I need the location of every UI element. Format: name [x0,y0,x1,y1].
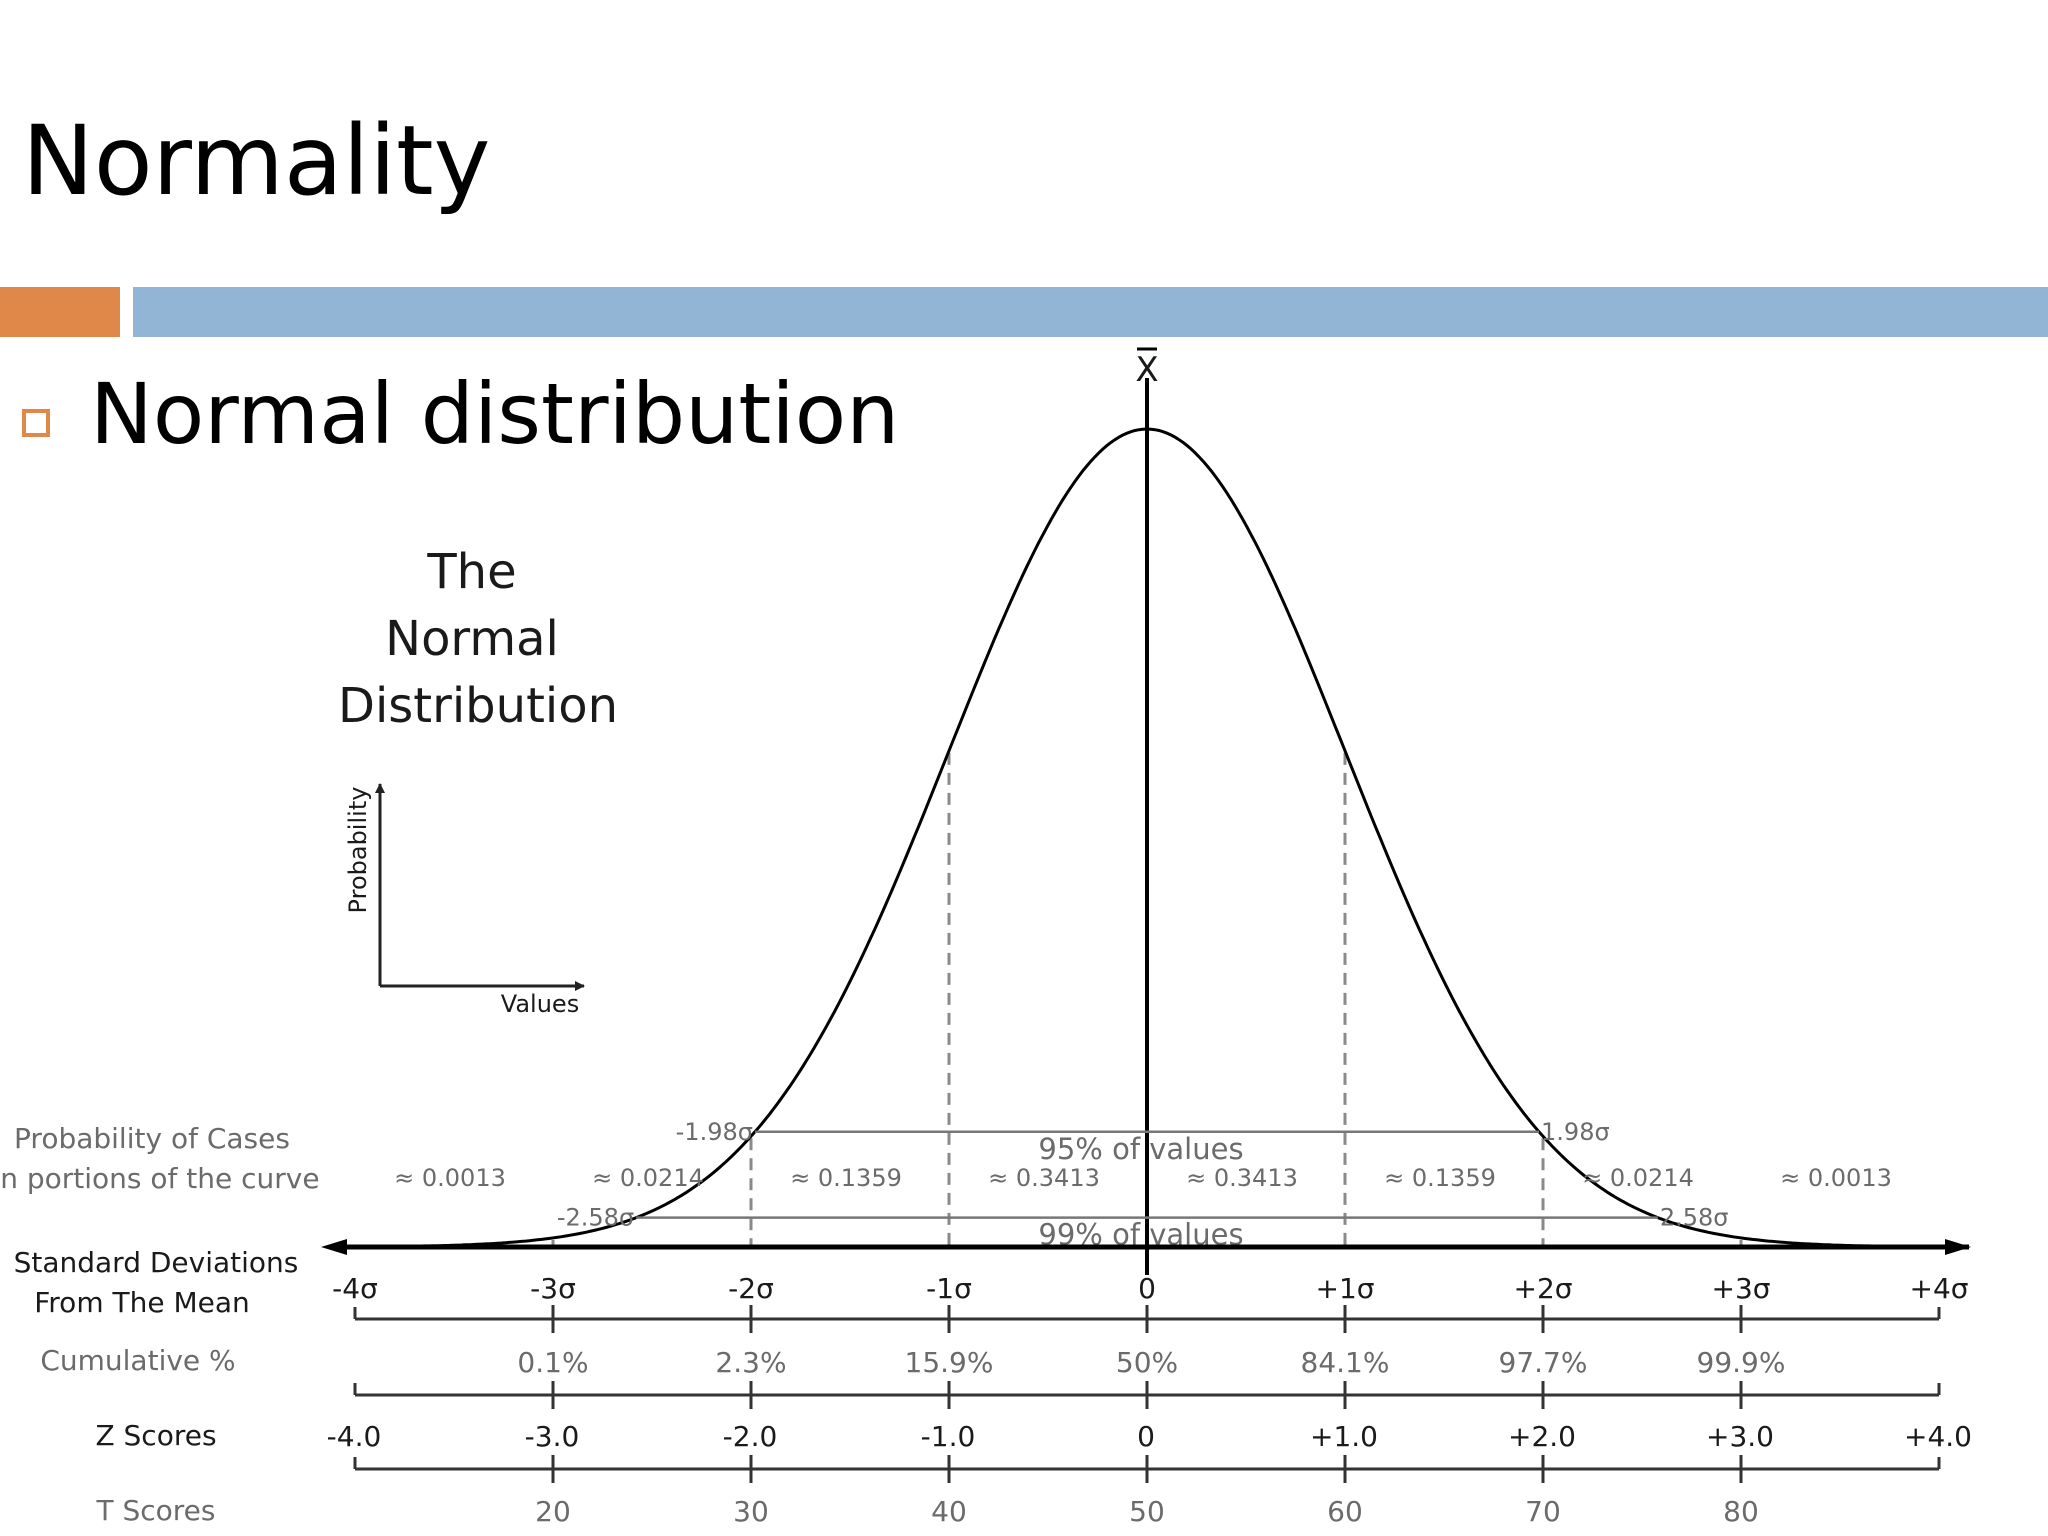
z-score-label: -3.0 [525,1420,580,1453]
figure-title-line-1: The [426,544,516,600]
cumulative-label: 15.9% [905,1346,994,1379]
z-score-label: -2.0 [723,1420,778,1453]
probability-label: ≈ 0.0013 [394,1164,506,1192]
z-score-label: +2.0 [1508,1420,1576,1453]
z-score-label: 0 [1137,1420,1155,1453]
row-label-std-2: From The Mean [34,1286,250,1319]
range-95-left-label: -1.98σ [676,1118,753,1146]
inset-y-label: Probability [344,787,372,914]
value-labels: ≈ 0.0013 ≈ 0.0214 ≈ 0.1359 ≈ 0.3413 ≈ 0.3413… [327,1164,1972,1528]
t-score-label: 60 [1327,1495,1363,1528]
probability-label: ≈ 0.0214 [1582,1164,1694,1192]
cumulative-label: 0.1% [517,1346,588,1379]
cumulative-label: 2.3% [715,1346,786,1379]
range-95-right-label: 1.98σ [1541,1118,1610,1146]
figure-title-line-2: Normal [385,611,559,667]
std-dev-axis-left-arrow [321,1239,347,1255]
scale-rows [353,1305,1941,1483]
row-label-std-1: Standard Deviations [14,1246,299,1279]
sd-label: +4σ [1909,1272,1968,1305]
cumulative-label: 99.9% [1697,1346,1786,1379]
z-score-label: +4.0 [1904,1420,1972,1453]
cumulative-label: 97.7% [1499,1346,1588,1379]
square-bullet-icon [22,409,50,437]
range-99-left-label: -2.58σ [557,1204,634,1232]
range-99-right-label: 2.58σ [1660,1204,1729,1232]
sd-label: -2σ [728,1272,774,1305]
probability-label: ≈ 0.1359 [1384,1164,1496,1192]
sigma-dashed-lines [551,752,1743,1245]
row-label-t: T Scores [95,1494,215,1527]
sd-label: -1σ [926,1272,972,1305]
t-score-label: 30 [733,1495,769,1528]
z-score-label: +1.0 [1310,1420,1378,1453]
t-score-label: 70 [1525,1495,1561,1528]
row-label-probability-2: in portions of the curve [0,1162,320,1195]
sd-label: +1σ [1315,1272,1374,1305]
sd-label: +2σ [1513,1272,1572,1305]
inset-axes: Probability Values [344,783,585,1018]
probability-label: ≈ 0.3413 [1186,1164,1298,1192]
probability-label: ≈ 0.0013 [1780,1164,1892,1192]
cumulative-label: 84.1% [1301,1346,1390,1379]
bullet-text: Normal distribution [90,365,900,463]
row-label-cumulative: Cumulative % [40,1344,235,1377]
t-score-label: 20 [535,1495,571,1528]
probability-label: ≈ 0.0214 [592,1164,704,1192]
sd-label: 0 [1138,1272,1156,1305]
inset-x-label: Values [501,990,579,1018]
row-label-probability-1: Probability of Cases [14,1122,290,1155]
figure-title-line-3: Distribution [338,678,618,734]
t-score-label: 80 [1723,1495,1759,1528]
z-score-label: -4.0 [327,1420,382,1453]
probability-label: ≈ 0.1359 [790,1164,902,1192]
t-score-label: 40 [931,1495,967,1528]
mean-symbol: X [1135,350,1158,390]
sd-label: -3σ [530,1272,576,1305]
accent-bar-orange [0,287,120,337]
row-label-z: Z Scores [95,1419,216,1452]
sd-label: -4σ [332,1272,378,1305]
slide-title: Normality [22,105,491,217]
bullet-item: Normal distribution [22,365,899,463]
sd-label: +3σ [1711,1272,1770,1305]
t-score-label: 50 [1129,1495,1165,1528]
z-score-label: +3.0 [1706,1420,1774,1453]
range-95-label: 95% of values [1038,1132,1243,1166]
accent-bar-blue [133,287,2048,337]
cumulative-label: 50% [1116,1346,1178,1379]
z-score-label: -1.0 [921,1420,976,1453]
probability-label: ≈ 0.3413 [988,1164,1100,1192]
